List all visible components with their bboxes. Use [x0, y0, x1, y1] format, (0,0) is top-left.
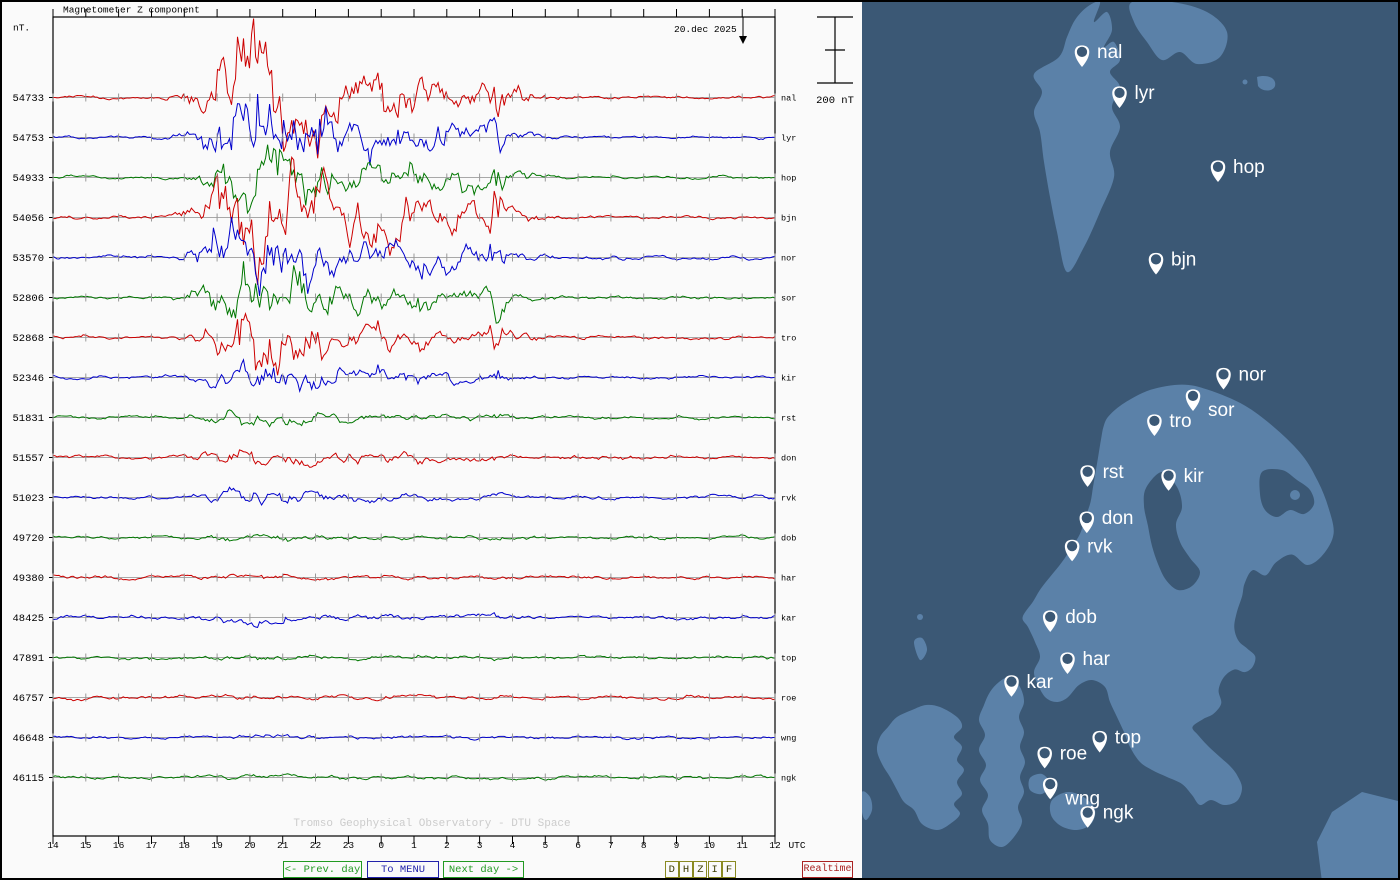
svg-text:lyr: lyr [1135, 83, 1156, 104]
svg-text:hop: hop [1233, 157, 1265, 178]
svg-text:nal: nal [1097, 42, 1122, 63]
svg-text:wng: wng [1064, 788, 1100, 809]
svg-text:kar: kar [1027, 672, 1054, 693]
svg-text:bjn: bjn [1171, 250, 1196, 271]
svg-text:nor: nor [1239, 365, 1267, 386]
svg-text:rst: rst [1103, 462, 1125, 483]
svg-text:kir: kir [1184, 466, 1205, 487]
svg-text:top: top [1115, 728, 1141, 749]
svg-text:tro: tro [1169, 411, 1191, 432]
svg-text:dob: dob [1065, 607, 1097, 628]
svg-text:ngk: ngk [1103, 803, 1134, 824]
svg-text:rvk: rvk [1087, 536, 1113, 557]
svg-text:sor: sor [1208, 400, 1235, 421]
svg-text:roe: roe [1060, 743, 1087, 764]
svg-text:don: don [1102, 508, 1134, 529]
svg-text:har: har [1083, 649, 1111, 670]
